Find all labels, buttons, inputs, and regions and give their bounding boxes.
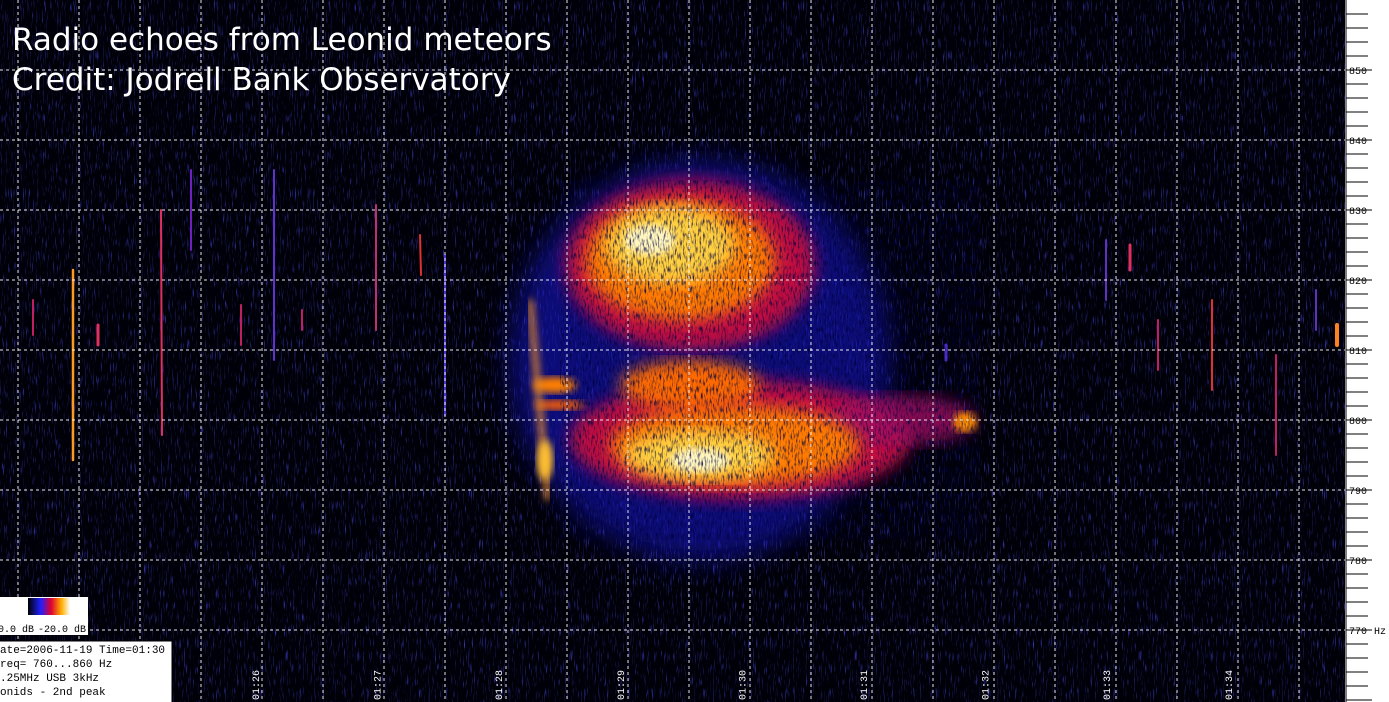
frequency-label: 830 — [1349, 207, 1367, 218]
frequency-unit: Hz — [1374, 627, 1386, 638]
frequency-label: 770 — [1349, 627, 1367, 638]
time-label: 01:29 — [617, 670, 628, 700]
info-line: .25MHz USB 3kHz — [0, 673, 99, 685]
frequency-label: 780 — [1349, 557, 1367, 568]
time-label: 01:34 — [1225, 670, 1236, 700]
meteor-echo — [510, 160, 980, 560]
info-line: req= 760...860 Hz — [0, 659, 112, 671]
info-line: ate=2006-11-19 Time=01:30 — [0, 645, 165, 657]
frequency-axis: 850 840 830 820 810 800 790 780 770 Hz — [1345, 0, 1389, 702]
title-line-2: Credit: Jodrell Bank Observatory — [12, 62, 511, 98]
plot-area: 01:26 01:27 01:28 01:29 01:30 01:31 01:32 01:33… — [0, 0, 1345, 702]
title-line-1: Radio echoes from Leonid meteors — [12, 22, 552, 58]
frequency-label: 820 — [1349, 277, 1367, 288]
frequency-label: 790 — [1349, 487, 1367, 498]
meteor-streaks — [32, 169, 1339, 462]
grid — [0, 0, 1345, 702]
frequency-label: 800 — [1349, 417, 1367, 428]
time-label: 01:27 — [374, 670, 385, 700]
time-label: 01:32 — [982, 670, 993, 700]
colorbar-low: 0.0 dB — [0, 624, 34, 636]
frequency-label: 850 — [1349, 67, 1367, 78]
time-labels: 01:26 01:27 01:28 01:29 01:30 01:31 01:32 01:33… — [252, 670, 1236, 700]
colorbar-gradient — [28, 598, 70, 615]
frequency-label: 810 — [1349, 347, 1367, 358]
time-label: 01:26 — [252, 670, 263, 700]
info-line: onids - 2nd peak — [0, 687, 106, 699]
time-label: 01:28 — [495, 670, 506, 700]
axis-background — [1345, 0, 1389, 702]
colorbar: 0.0 dB -20.0 dB — [0, 597, 88, 636]
colorbar-high: -20.0 dB — [38, 624, 86, 636]
info-box: ate=2006-11-19 Time=01:30 req= 760...860 … — [0, 640, 173, 702]
time-label: 01:33 — [1103, 670, 1114, 700]
time-label: 01:30 — [738, 670, 749, 700]
info-background — [0, 640, 173, 702]
frequency-label: 840 — [1349, 137, 1367, 148]
time-label: 01:31 — [860, 670, 871, 700]
